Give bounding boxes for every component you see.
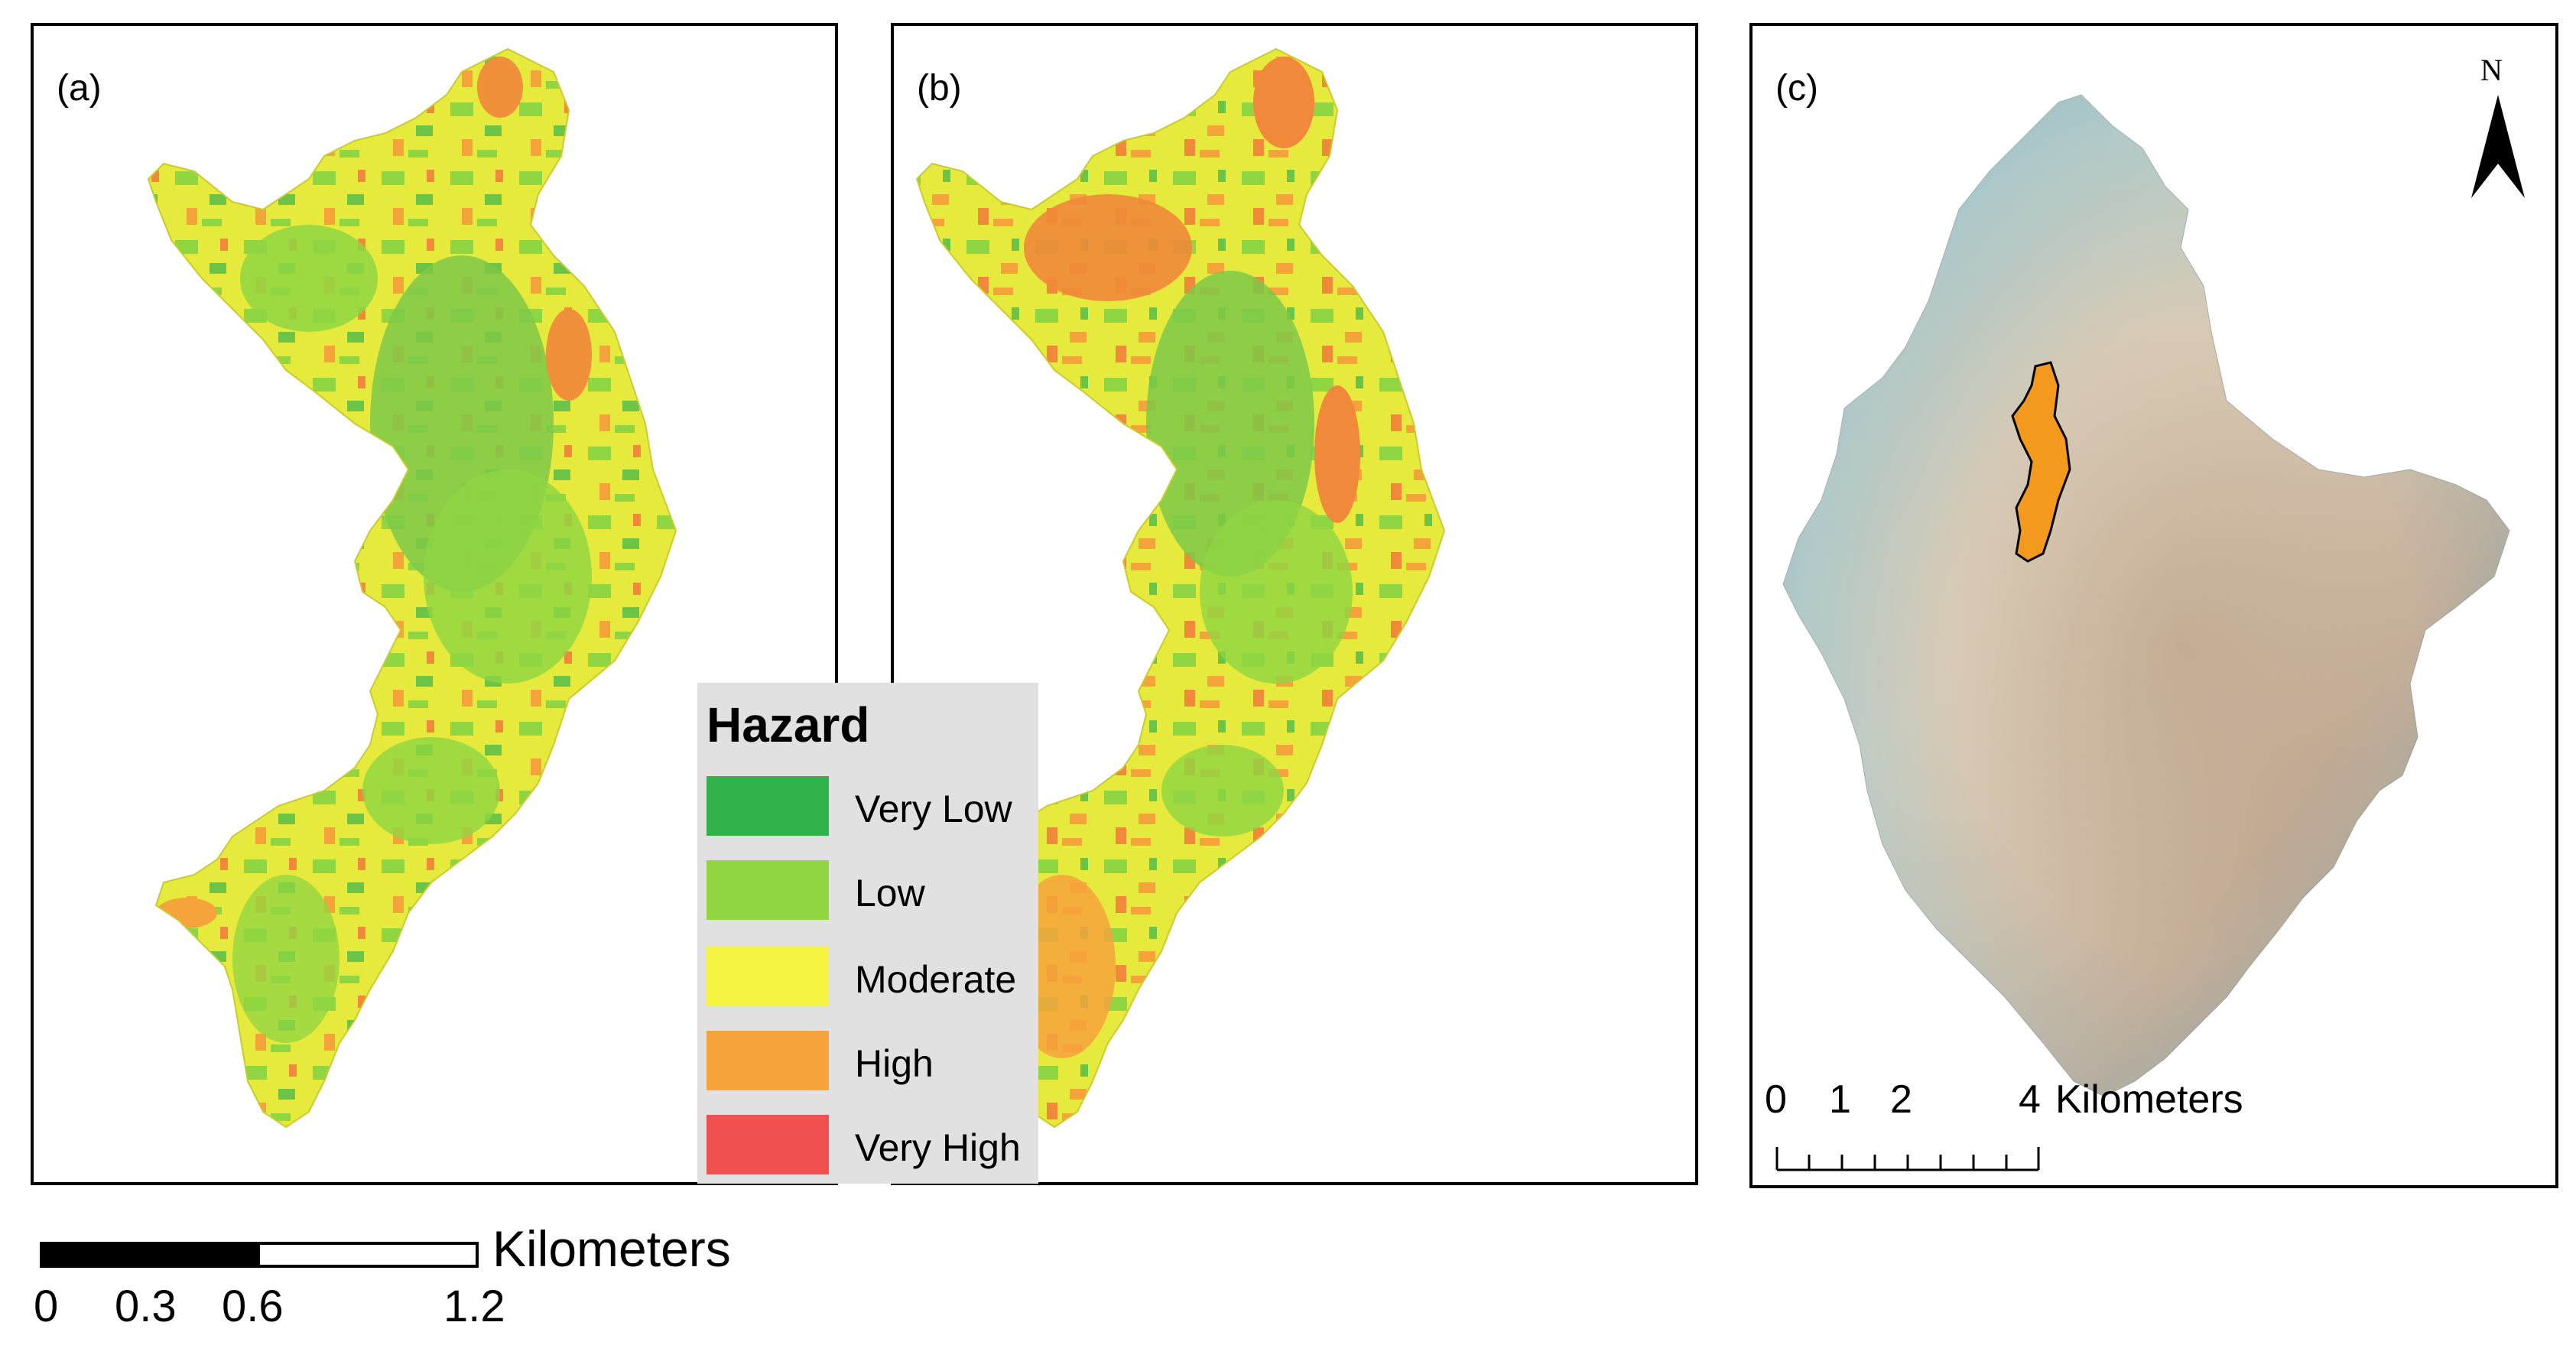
scale-tick: 1.2 [443, 1282, 505, 1331]
scale-unit: Kilometers [2055, 1077, 2243, 1122]
legend-item-very-high: Very High [707, 1115, 1035, 1176]
map-panel-c: (c) N [1749, 23, 2558, 1188]
scale-tick: 0 [1765, 1077, 1787, 1122]
legend-swatch [707, 947, 829, 1006]
legend-swatch [707, 1115, 829, 1174]
scale-tick: 0.6 [222, 1282, 284, 1331]
panel-label-b: (b) [917, 68, 962, 109]
legend-item-very-low: Very Low [707, 776, 1035, 837]
legend-label: Very Low [855, 788, 1012, 830]
relief-map [1782, 94, 2525, 1097]
legend-label: Very High [855, 1126, 1021, 1169]
scale-tick: 4 [2019, 1077, 2041, 1122]
legend-title: Hazard [707, 697, 870, 752]
scale-bar-main: Kilometers 0 0.3 0.6 1.2 [34, 1220, 803, 1338]
north-label: N [2480, 53, 2503, 87]
legend-label: Moderate [855, 958, 1017, 1001]
scale-tick: 2 [1890, 1077, 1912, 1122]
panel-label-a: (a) [57, 68, 102, 109]
legend-label: High [855, 1042, 934, 1085]
legend-label: Low [855, 872, 925, 915]
legend-item-low: Low [707, 860, 1035, 921]
hazard-map-a [148, 48, 677, 1128]
scale-bar-graphic [40, 1242, 479, 1268]
study-area-outline [2011, 361, 2071, 563]
scale-bar-inset: 0 1 2 4 Kilometers [1759, 1070, 2294, 1185]
legend-item-high: High [707, 1031, 1035, 1092]
legend-swatch [707, 1031, 829, 1090]
hazard-legend: Hazard Very Low Low Moderate High Very H… [697, 683, 1038, 1184]
panel-label-c: (c) [1775, 68, 1818, 109]
scale-tick: 0 [34, 1282, 59, 1331]
scale-tick: 1 [1829, 1077, 1851, 1122]
scale-unit: Kilometers [492, 1220, 731, 1277]
map-panel-a: (a) [31, 23, 838, 1185]
legend-item-moderate: Moderate [707, 947, 1035, 1008]
legend-swatch [707, 776, 829, 836]
hazard-map-b [916, 48, 1445, 1128]
legend-swatch [707, 860, 829, 920]
scale-tick: 0.3 [115, 1282, 177, 1331]
scale-bar-ticks [1775, 1147, 2040, 1171]
north-arrow-icon [2471, 95, 2525, 198]
